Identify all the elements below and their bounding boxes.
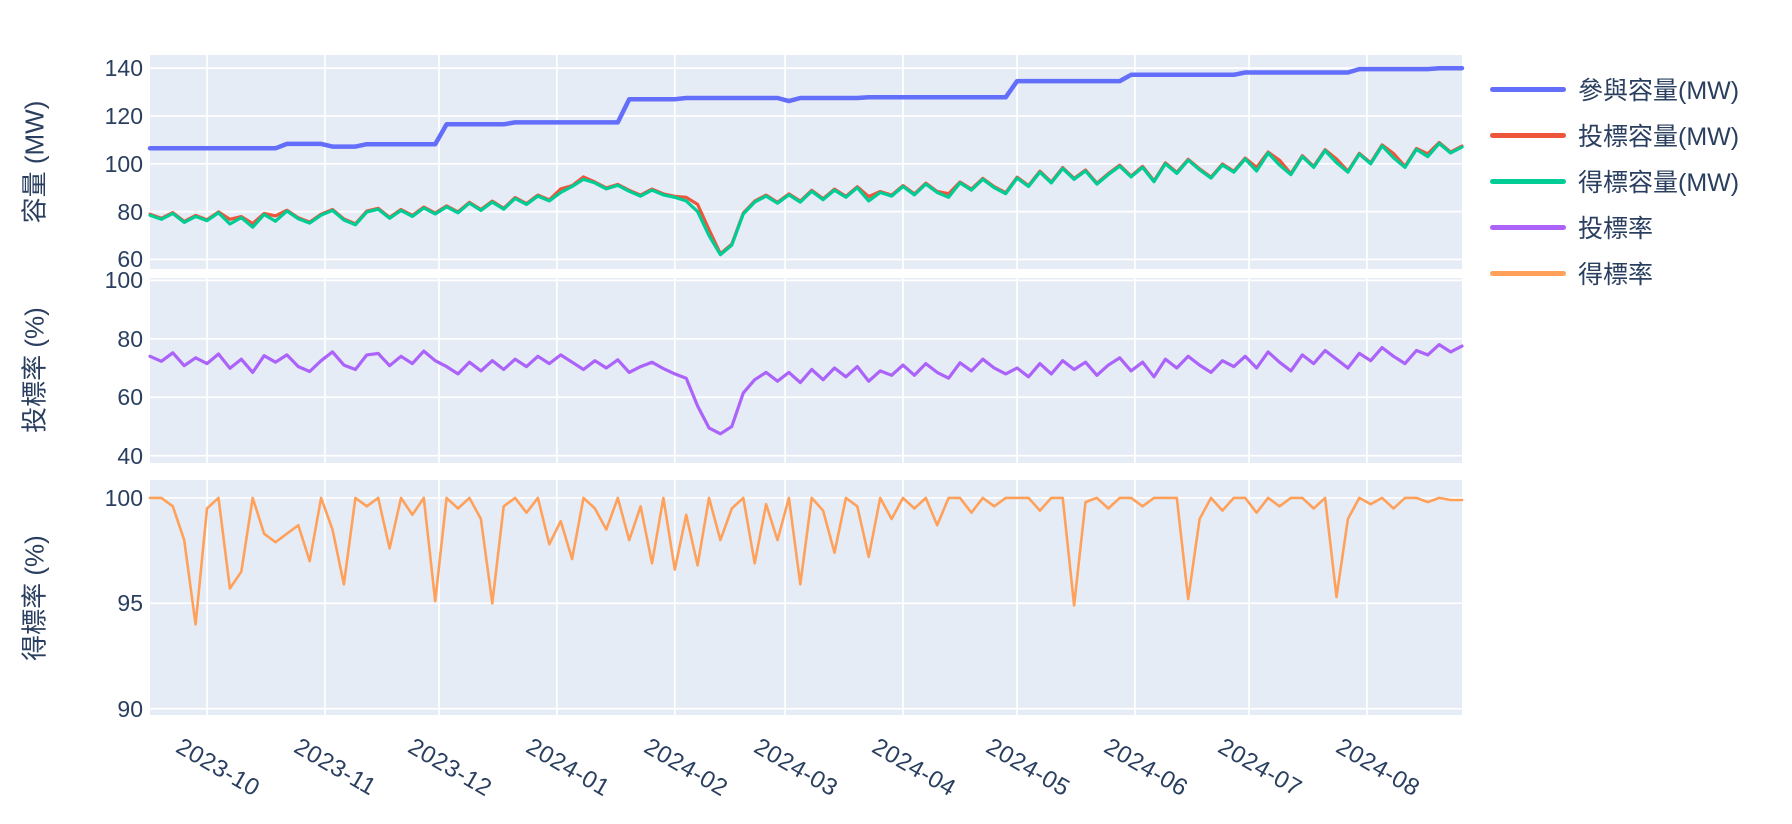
y-tick-label: 90 <box>117 696 143 722</box>
legend-swatch-awarded-capacity <box>1490 178 1566 184</box>
legend-item-bid-rate[interactable]: 投標率 <box>1490 204 1790 250</box>
y-tick-label: 140 <box>104 55 143 81</box>
legend-swatch-participation <box>1490 86 1566 92</box>
legend-item-win-rate[interactable]: 得標率 <box>1490 250 1790 296</box>
legend-label: 投標率 <box>1578 215 1654 243</box>
legend-swatch-win-rate <box>1490 270 1566 276</box>
legend-label: 得標率 <box>1578 261 1654 289</box>
legend-swatch-bid-capacity <box>1490 132 1566 138</box>
legend-label: 投標容量(MW) <box>1578 123 1740 151</box>
y-tick-label: 100 <box>104 485 143 511</box>
legend-item-participation[interactable]: 參與容量(MW) <box>1490 66 1790 112</box>
y-tick-label: 100 <box>104 151 143 177</box>
y-tick-label: 60 <box>117 246 143 272</box>
legend-item-awarded-capacity[interactable]: 得標容量(MW) <box>1490 158 1790 204</box>
y-tick-label: 40 <box>117 443 143 469</box>
legend-swatch-bid-rate <box>1490 224 1566 230</box>
y-tick-label: 60 <box>117 384 143 410</box>
legend-label: 得標容量(MW) <box>1578 169 1740 197</box>
legend: 參與容量(MW) 投標容量(MW) 得標容量(MW) 投標率 得標率 <box>1490 66 1790 296</box>
legend-item-bid-capacity[interactable]: 投標容量(MW) <box>1490 112 1790 158</box>
y-tick-label: 95 <box>117 590 143 616</box>
y-tick-label: 80 <box>117 326 143 352</box>
y-tick-label: 80 <box>117 199 143 225</box>
y-tick-label: 120 <box>104 103 143 129</box>
y-tick-label: 100 <box>104 267 143 293</box>
legend-label: 參與容量(MW) <box>1578 77 1740 105</box>
